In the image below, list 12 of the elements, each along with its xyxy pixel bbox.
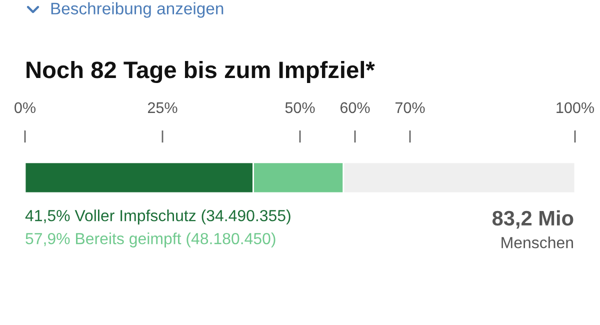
- x-tick-label: 100%: [556, 102, 594, 114]
- x-tick-label: 60%: [340, 102, 370, 114]
- x-tick-label: 50%: [285, 102, 315, 114]
- chart-title: Noch 82 Tage bis zum Impfziel*: [26, 60, 375, 84]
- x-tick-label: 70%: [395, 102, 425, 114]
- series-label: 41,5% Voller Impfschutz (34.490.355): [25, 210, 290, 224]
- text: 83,2 Mio: [492, 210, 574, 229]
- text: Menschen: [502, 236, 573, 248]
- text: 57,9% Bereits geimpft (48.180.450): [26, 232, 276, 248]
- text: Beschreibung anzeigen: [51, 2, 224, 18]
- x-tick-label: 25%: [148, 102, 178, 114]
- x-tick-label: 0%: [14, 102, 36, 114]
